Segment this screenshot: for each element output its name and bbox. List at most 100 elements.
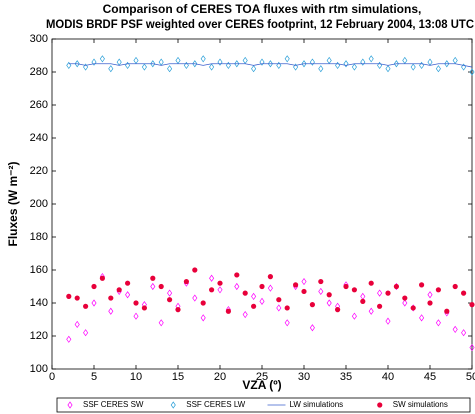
point bbox=[167, 65, 173, 73]
x-tick-label: 40 bbox=[382, 371, 394, 383]
point bbox=[133, 312, 139, 320]
point bbox=[452, 56, 458, 65]
point bbox=[351, 287, 357, 293]
point bbox=[91, 299, 97, 307]
y-tick-label: 200 bbox=[30, 198, 48, 210]
point bbox=[217, 286, 223, 294]
point bbox=[393, 283, 399, 290]
point bbox=[343, 283, 349, 290]
point bbox=[318, 287, 324, 296]
point bbox=[108, 65, 114, 73]
x-tick-label: 0 bbox=[49, 371, 55, 383]
point bbox=[452, 325, 458, 334]
point bbox=[351, 63, 357, 71]
point bbox=[267, 284, 273, 292]
y-tick-label: 100 bbox=[30, 363, 48, 375]
point bbox=[469, 302, 475, 308]
point bbox=[125, 61, 131, 70]
point bbox=[293, 63, 299, 71]
point bbox=[360, 298, 366, 304]
point bbox=[175, 56, 181, 65]
line bbox=[68, 63, 473, 68]
point bbox=[360, 58, 366, 66]
point bbox=[209, 63, 215, 71]
point bbox=[66, 335, 72, 343]
point bbox=[133, 56, 139, 65]
point bbox=[234, 60, 240, 68]
point bbox=[83, 303, 89, 309]
point bbox=[435, 65, 441, 73]
point bbox=[125, 280, 131, 286]
point bbox=[167, 297, 173, 303]
point bbox=[385, 290, 391, 296]
point bbox=[284, 305, 290, 311]
point bbox=[251, 292, 257, 301]
point bbox=[461, 329, 467, 337]
y-tick-label: 240 bbox=[30, 132, 48, 144]
point bbox=[377, 303, 383, 309]
chart-title: Comparison of CERES TOA fluxes with rtm … bbox=[103, 2, 422, 16]
y-tick-label: 140 bbox=[30, 297, 48, 309]
legend-swatch bbox=[67, 401, 73, 409]
point bbox=[377, 61, 383, 70]
y-tick-label: 280 bbox=[30, 66, 48, 78]
point bbox=[158, 58, 164, 66]
y-tick-label: 120 bbox=[30, 330, 48, 342]
point bbox=[175, 307, 181, 313]
point bbox=[435, 319, 441, 327]
point bbox=[259, 283, 265, 290]
point bbox=[402, 299, 408, 307]
point bbox=[444, 60, 450, 68]
point bbox=[427, 58, 433, 66]
point bbox=[74, 60, 80, 68]
point bbox=[225, 61, 231, 70]
point bbox=[192, 294, 198, 302]
point bbox=[318, 278, 324, 285]
point bbox=[158, 283, 164, 290]
point bbox=[234, 272, 240, 278]
point bbox=[234, 282, 240, 291]
point bbox=[326, 56, 332, 65]
point bbox=[83, 329, 89, 337]
point bbox=[267, 274, 273, 280]
x-tick-label: 50 bbox=[466, 371, 475, 383]
point bbox=[83, 63, 89, 71]
point bbox=[251, 65, 257, 73]
point bbox=[183, 278, 189, 285]
y-tick-label: 180 bbox=[30, 231, 48, 243]
point bbox=[368, 307, 374, 315]
point bbox=[385, 317, 391, 325]
point bbox=[469, 68, 475, 76]
x-tick-label: 35 bbox=[340, 371, 352, 383]
point bbox=[99, 275, 105, 281]
legend-swatch bbox=[170, 401, 176, 409]
point bbox=[116, 287, 122, 293]
x-tick-label: 10 bbox=[130, 371, 142, 383]
x-tick-label: 5 bbox=[91, 371, 97, 383]
point bbox=[427, 291, 433, 299]
point bbox=[393, 60, 399, 68]
point bbox=[267, 60, 273, 68]
y-tick-label: 160 bbox=[30, 264, 48, 276]
legend-label: SW simulations bbox=[393, 400, 448, 409]
point bbox=[410, 305, 416, 311]
point bbox=[419, 61, 425, 70]
point bbox=[377, 289, 383, 297]
point bbox=[209, 287, 215, 293]
point bbox=[368, 55, 374, 63]
point bbox=[167, 289, 173, 297]
x-tick-label: 15 bbox=[172, 371, 184, 383]
point bbox=[125, 291, 131, 299]
point bbox=[251, 303, 257, 309]
x-tick-label: 20 bbox=[214, 371, 226, 383]
point bbox=[309, 302, 315, 308]
point bbox=[469, 343, 475, 352]
x-axis-label: VZA (º) bbox=[242, 378, 281, 392]
x-tick-label: 25 bbox=[256, 371, 268, 383]
point bbox=[419, 282, 425, 288]
point bbox=[276, 304, 282, 312]
point bbox=[402, 56, 408, 65]
point bbox=[66, 61, 72, 70]
point bbox=[141, 63, 147, 71]
